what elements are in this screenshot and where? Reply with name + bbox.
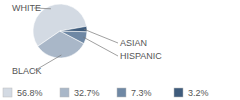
pie-slice — [60, 26, 87, 31]
slice-label: ASIAN — [120, 38, 147, 48]
pie — [33, 4, 87, 58]
legend-swatch — [117, 88, 126, 97]
legend-swatch — [174, 88, 183, 97]
legend-label: 56.8% — [17, 88, 43, 98]
slice-label: HISPANIC — [120, 51, 162, 61]
chart: WHITE BLACK HISPANIC ASIAN 56.8% 32.7% 7.3% 3.2… — [0, 0, 240, 100]
legend: 56.8% 32.7% 7.3% 3.2% — [3, 88, 209, 98]
legend-swatch — [60, 88, 69, 97]
legend-swatch — [3, 88, 12, 97]
pie-slice — [60, 31, 87, 44]
slice-label: BLACK — [12, 66, 42, 76]
leader-line — [83, 37, 118, 56]
slice-label: WHITE — [12, 3, 41, 13]
legend-label: 3.2% — [188, 88, 209, 98]
legend-label: 32.7% — [74, 88, 100, 98]
leader-line — [84, 29, 118, 43]
legend-label: 7.3% — [131, 88, 152, 98]
